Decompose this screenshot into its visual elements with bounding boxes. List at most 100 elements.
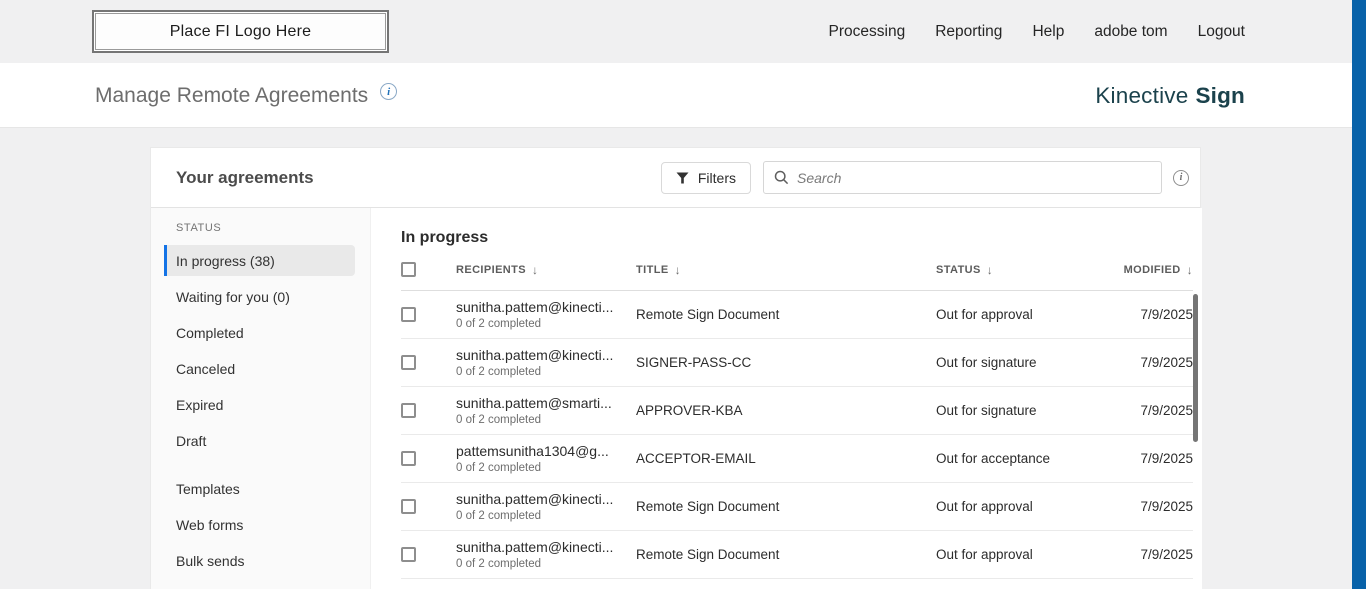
- sidebar-status-item[interactable]: Waiting for you (0): [164, 281, 355, 312]
- top-nav-link[interactable]: Processing: [828, 22, 906, 40]
- recipient-email: sunitha.pattem@kinecti...: [456, 347, 614, 363]
- status-cell: Out for acceptance: [936, 451, 1051, 466]
- recipient-email: sunitha.pattem@kinecti...: [456, 299, 614, 315]
- row-checkbox[interactable]: [401, 355, 416, 370]
- sidebar-item-label: Templates: [176, 480, 240, 497]
- sort-arrow-icon: ↓: [1186, 262, 1193, 277]
- modified-cell: 7/9/2025: [1140, 307, 1193, 322]
- sort-arrow-icon: ↓: [532, 262, 539, 277]
- edge-accent-strip: [1352, 0, 1366, 589]
- brand-name: Kinective: [1095, 82, 1189, 108]
- recipient-email: sunitha.pattem@kinecti...: [456, 539, 614, 555]
- recipient-email: sunitha.pattem@smarti...: [456, 395, 612, 411]
- row-checkbox[interactable]: [401, 547, 416, 562]
- status-cell: Out for approval: [936, 499, 1033, 514]
- recipient-progress: 0 of 2 completed: [456, 414, 542, 426]
- status-cell: Out for signature: [936, 355, 1037, 370]
- sidebar-status-item[interactable]: Expired: [164, 389, 355, 420]
- table-section-title: In progress: [401, 229, 489, 246]
- title-cell: SIGNER-PASS-CC: [636, 355, 752, 370]
- row-checkbox[interactable]: [401, 403, 416, 418]
- sidebar-section-label: STATUS: [176, 222, 222, 234]
- recipient-cell: sunitha.pattem@kinecti... 0 of 2 complet…: [456, 299, 636, 330]
- title-cell: ACCEPTOR-EMAIL: [636, 451, 756, 466]
- sidebar-status-item[interactable]: Canceled: [164, 353, 355, 384]
- table-row[interactable]: sunitha.pattem@kinecti... 0 of 2 complet…: [401, 483, 1193, 531]
- sidebar-status-item[interactable]: In progress (38): [164, 245, 355, 276]
- top-nav-link[interactable]: Help: [1032, 22, 1065, 40]
- modified-cell: 7/9/2025: [1140, 547, 1193, 562]
- panel-info-icon[interactable]: i: [1173, 169, 1189, 186]
- sidebar-item-label: Expired: [176, 396, 224, 413]
- modified-cell: 7/9/2025: [1140, 403, 1193, 418]
- table-body: sunitha.pattem@kinecti... 0 of 2 complet…: [401, 291, 1193, 579]
- panel-header: Your agreements Filters i: [151, 148, 1200, 208]
- column-header-status[interactable]: STATUS ↓: [936, 262, 994, 277]
- sidebar-item-label: Bulk sends: [176, 552, 245, 569]
- recipient-cell: pattemsunitha1304@g... 0 of 2 completed: [456, 443, 636, 474]
- recipient-progress: 0 of 2 completed: [456, 318, 542, 330]
- search-box: [763, 161, 1162, 194]
- sidebar-extra-item[interactable]: Web forms: [164, 509, 355, 540]
- sidebar-item-label: In progress (38): [176, 252, 275, 269]
- top-nav-link[interactable]: Logout: [1197, 22, 1245, 40]
- column-header-recipients[interactable]: RECIPIENTS ↓: [456, 262, 539, 277]
- recipient-cell: sunitha.pattem@smarti... 0 of 2 complete…: [456, 395, 636, 426]
- column-header-modified[interactable]: MODIFIED ↓: [1123, 262, 1193, 277]
- sidebar-status-item[interactable]: Completed: [164, 317, 355, 348]
- sidebar-item-label: Canceled: [176, 360, 236, 377]
- search-input[interactable]: [797, 169, 1151, 186]
- table-row[interactable]: pattemsunitha1304@g... 0 of 2 completed …: [401, 435, 1193, 483]
- status-cell: Out for approval: [936, 547, 1033, 562]
- fi-logo-placeholder: Place FI Logo Here: [92, 10, 389, 53]
- sidebar-item-label: Waiting for you (0): [176, 288, 290, 305]
- table-scrollbar-thumb[interactable]: [1193, 294, 1198, 442]
- row-checkbox[interactable]: [401, 499, 416, 514]
- recipient-progress: 0 of 2 completed: [456, 462, 542, 474]
- page-header: Manage Remote Agreements i Kinective Sig…: [0, 63, 1366, 128]
- title-cell: Remote Sign Document: [636, 499, 780, 514]
- filters-button[interactable]: Filters: [660, 161, 751, 194]
- top-nav-link[interactable]: Reporting: [935, 22, 1003, 40]
- status-cell: Out for signature: [936, 403, 1037, 418]
- table-row[interactable]: sunitha.pattem@smarti... 0 of 2 complete…: [401, 387, 1193, 435]
- sidebar-extra-item[interactable]: Templates: [164, 473, 355, 504]
- fi-logo-placeholder-label: Place FI Logo Here: [169, 22, 312, 40]
- sidebar-item-label: Completed: [176, 324, 244, 341]
- filters-button-label: Filters: [697, 169, 736, 186]
- top-nav-link[interactable]: adobe tom: [1094, 22, 1168, 40]
- recipient-cell: sunitha.pattem@kinecti... 0 of 2 complet…: [456, 491, 636, 522]
- recipient-email: pattemsunitha1304@g...: [456, 443, 609, 459]
- sidebar-item-label: Draft: [176, 432, 207, 449]
- content-area: Your agreements Filters i: [0, 128, 1366, 589]
- row-checkbox[interactable]: [401, 451, 416, 466]
- column-header-title[interactable]: TITLE ↓: [636, 262, 681, 277]
- sidebar-status-item[interactable]: Draft: [164, 425, 355, 456]
- recipient-email: sunitha.pattem@kinecti...: [456, 491, 614, 507]
- filter-icon: [676, 172, 689, 184]
- table-row[interactable]: sunitha.pattem@kinecti... 0 of 2 complet…: [401, 291, 1193, 339]
- page-info-icon[interactable]: i: [380, 83, 398, 100]
- top-bar: Place FI Logo Here Processing Reporting …: [0, 0, 1366, 63]
- title-cell: APPROVER-KBA: [636, 403, 743, 418]
- table-row[interactable]: sunitha.pattem@kinecti... 0 of 2 complet…: [401, 531, 1193, 579]
- sidebar-status-group: In progress (38) Waiting for you (0) Com…: [151, 245, 370, 456]
- recipient-progress: 0 of 2 completed: [456, 558, 542, 570]
- brand-logo: Kinective Sign: [1095, 63, 1245, 128]
- sidebar-item-label: Web forms: [176, 516, 244, 533]
- panel-title: Your agreements: [176, 167, 314, 187]
- title-cell: Remote Sign Document: [636, 547, 780, 562]
- recipient-cell: sunitha.pattem@kinecti... 0 of 2 complet…: [456, 539, 636, 570]
- recipient-progress: 0 of 2 completed: [456, 510, 542, 522]
- table-header-row: RECIPIENTS ↓ TITLE ↓ STATUS ↓ MODIFIED ↓: [401, 249, 1193, 291]
- agreements-panel: Your agreements Filters i: [150, 147, 1202, 589]
- select-all-checkbox[interactable]: [401, 262, 416, 277]
- row-checkbox[interactable]: [401, 307, 416, 322]
- sidebar-extra-group: Templates Web forms Bulk sends: [151, 473, 370, 576]
- recipient-cell: sunitha.pattem@kinecti... 0 of 2 complet…: [456, 347, 636, 378]
- sidebar-extra-item[interactable]: Bulk sends: [164, 545, 355, 576]
- sort-arrow-icon: ↓: [674, 262, 681, 277]
- modified-cell: 7/9/2025: [1140, 499, 1193, 514]
- recipient-progress: 0 of 2 completed: [456, 366, 542, 378]
- table-row[interactable]: sunitha.pattem@kinecti... 0 of 2 complet…: [401, 339, 1193, 387]
